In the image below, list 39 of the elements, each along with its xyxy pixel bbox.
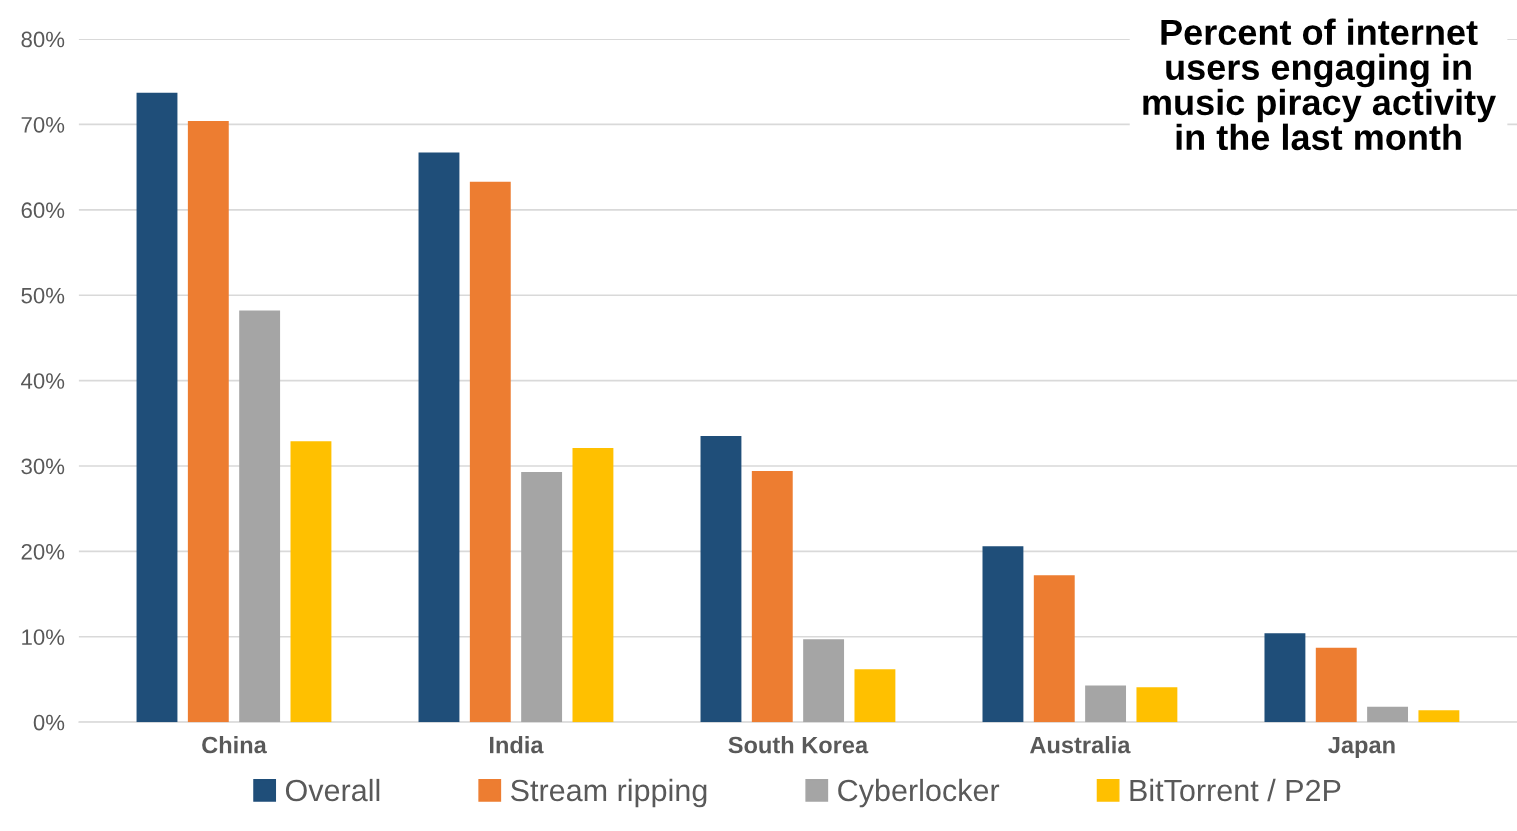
y-tick-label: 40%	[21, 373, 65, 389]
y-tick-label: 30%	[21, 458, 65, 475]
legend-label: BitTorrent / P2P	[1130, 778, 1341, 802]
bar	[1136, 687, 1178, 723]
legend-label: Overall	[285, 778, 380, 802]
bar	[1367, 706, 1409, 723]
bar	[572, 448, 614, 723]
bar	[982, 546, 1024, 723]
bar	[1418, 710, 1460, 723]
bar	[1264, 633, 1306, 723]
bar	[803, 639, 845, 723]
bar	[854, 669, 896, 723]
bar	[136, 92, 178, 723]
y-tick-label: 80%	[21, 31, 65, 48]
x-tick-label: Australia	[1030, 736, 1131, 754]
bar	[290, 441, 332, 723]
bar	[187, 121, 229, 723]
bar	[1315, 647, 1357, 723]
bar	[751, 471, 793, 723]
y-tick-label: 50%	[21, 287, 65, 304]
bar	[1033, 575, 1075, 723]
bar	[418, 152, 460, 723]
y-tick-label: 10%	[22, 629, 65, 646]
legend-label: Stream ripping	[511, 778, 707, 808]
bar	[239, 310, 281, 723]
bar	[1085, 685, 1127, 723]
y-tick-label: 70%	[21, 116, 65, 133]
legend-label: Cyberlocker	[838, 778, 1000, 808]
x-tick-label: India	[489, 736, 544, 754]
y-tick-label: 60%	[21, 202, 65, 219]
y-tick-label: 20%	[21, 543, 65, 560]
bar	[521, 471, 563, 723]
bar	[700, 436, 742, 723]
bar	[469, 181, 511, 723]
x-tick-label: Japan	[1328, 736, 1395, 759]
x-tick-label: South Korea	[728, 736, 869, 754]
text: Percent of internet users engaging in music piracy activity in the last month	[1143, 18, 1496, 151]
x-tick-label: China	[202, 736, 267, 754]
y-tick-label: 0%	[33, 714, 65, 731]
